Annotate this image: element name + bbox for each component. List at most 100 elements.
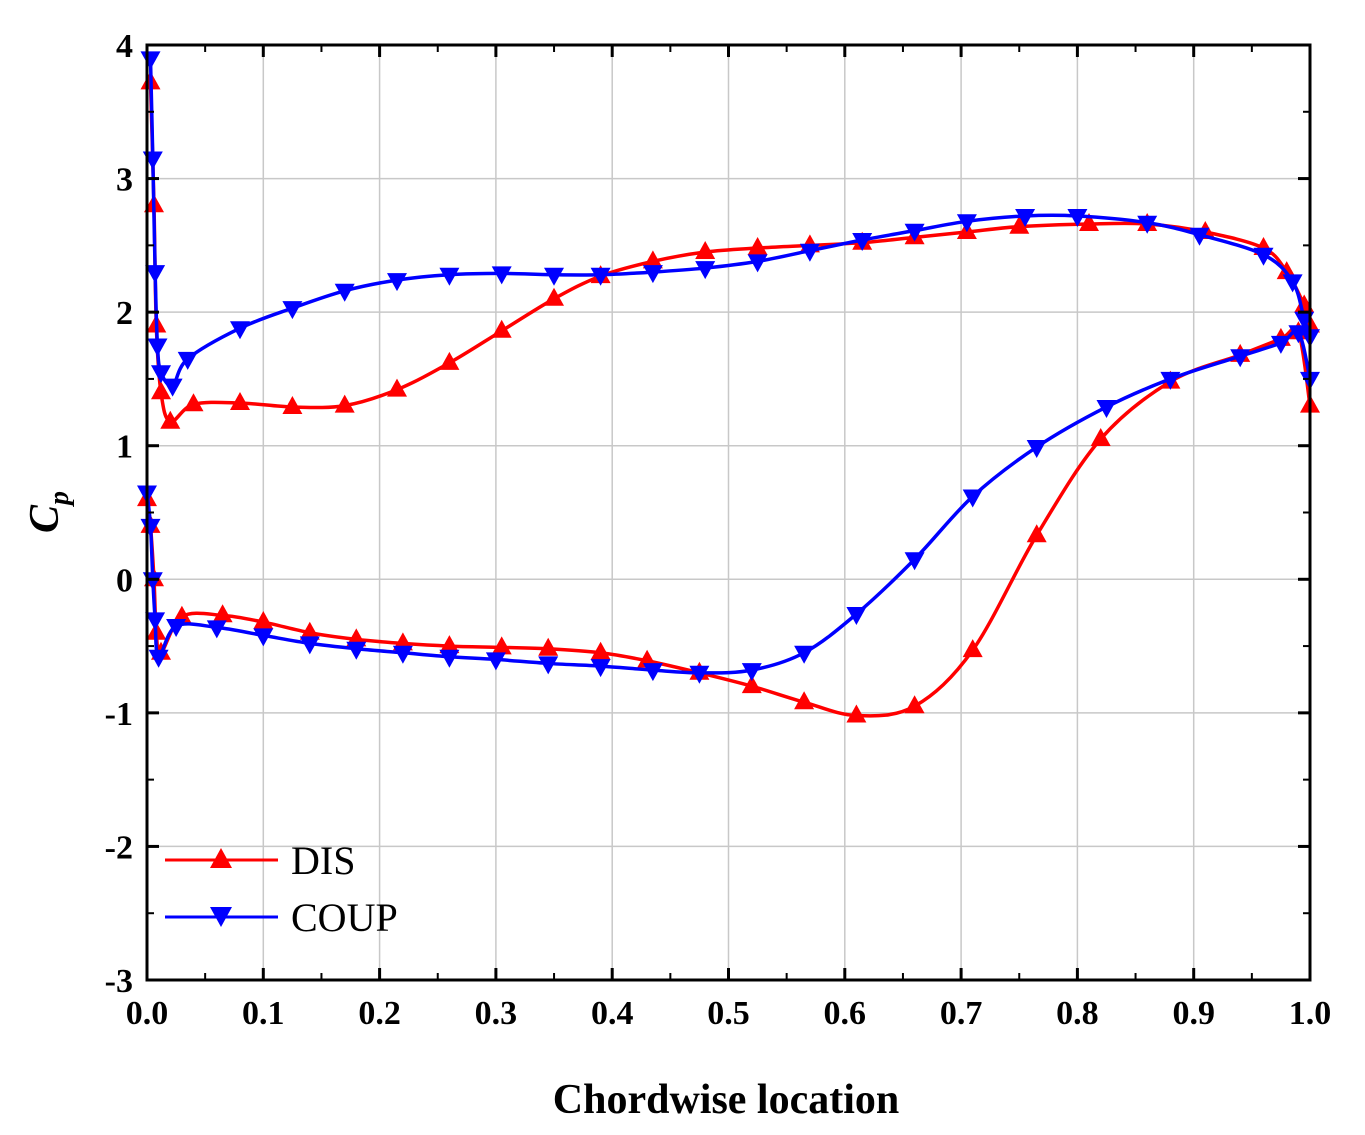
data-point-coup [148,649,169,668]
data-point-dis [1090,428,1111,446]
data-point-coup [206,620,227,639]
x-tick-label: 0.0 [126,995,169,1032]
data-point-coup [1026,440,1047,458]
data-point-dis [590,641,611,660]
data-point-coup [590,267,611,286]
y-axis-title: Cp [22,491,75,533]
y-tick-label: -2 [105,829,133,866]
data-point-dis [491,319,512,338]
x-tick-label: 0.9 [1172,995,1215,1032]
legend-item-coup: COUP [165,895,398,940]
data-point-coup [230,321,250,340]
data-point-dis [538,637,559,656]
data-point-dis [160,410,181,429]
data-point-coup [794,645,815,664]
data-point-coup [140,51,161,70]
data-point-coup [1067,209,1088,227]
data-point-coup [439,267,460,286]
x-tick-label: 0.6 [824,995,867,1032]
data-point-dis [387,378,407,397]
data-point-coup [642,265,663,284]
x-tick-label: 0.2 [358,995,401,1032]
data-point-coup [439,649,460,668]
data-point-dis [151,381,171,400]
data-point-coup [741,663,762,682]
data-point-coup [1015,209,1036,227]
y-axis-title-main: C [22,504,68,533]
legend: DIS COUP [165,838,398,940]
data-point-coup [1288,325,1309,344]
tick-labels: 0.0 0.1 0.2 0.3 0.4 0.5 0.6 0.7 0.8 0.9 1.0 -3 -2 -1 0… [105,28,1332,1032]
data-point-dis [846,704,867,723]
x-tick-label: 1.0 [1289,995,1332,1032]
y-tick-label: -1 [105,696,133,733]
data-point-coup [962,489,983,508]
data-point-coup [642,663,663,682]
x-tick-label: 0.4 [591,995,634,1032]
y-tick-label: -3 [105,963,133,1000]
data-point-coup [485,652,506,671]
data-point-coup [387,273,407,292]
data-point-dis [962,639,983,658]
data-point-dis [1009,215,1030,234]
data-point-dis [212,604,233,623]
data-point-dis [183,393,204,412]
x-axis-title: Chordwise location [553,1077,900,1123]
data-point-dis [334,394,355,413]
data-point-dis [230,392,250,410]
data-point-coup [544,267,564,286]
data-point-coup [253,628,274,647]
data-point-coup [346,641,367,660]
data-point-dis [747,237,768,255]
x-tick-label: 0.8 [1056,995,1099,1032]
y-tick-label: 0 [116,562,133,599]
y-tick-label: 2 [116,295,133,332]
series-line-dis-upper [148,82,1312,424]
data-point-coup [1282,274,1303,293]
data-point-coup [299,636,320,655]
data-point-dis [253,611,274,629]
data-point-dis [695,241,716,259]
x-tick-label: 0.1 [242,995,285,1032]
series-coup [137,51,1320,684]
data-point-coup [392,645,413,664]
legend-item-dis: DIS [165,838,355,883]
data-point-dis [299,621,320,640]
data-point-coup [956,214,977,233]
legend-marker-coup [210,907,232,927]
data-point-coup [747,254,768,273]
y-axis-title-sub: p [44,491,75,507]
x-tick-label: 0.7 [940,995,983,1032]
data-point-coup [799,243,820,262]
data-point-coup [538,656,559,675]
x-tick-label: 0.3 [475,995,518,1032]
axis-ticks [145,43,1312,982]
data-point-coup [1189,227,1210,246]
data-point-coup [695,261,716,280]
data-point-coup [1270,335,1291,354]
data-point-coup [145,265,166,284]
data-point-dis [439,635,460,654]
y-tick-label: 4 [116,28,133,65]
data-curves [137,51,1320,723]
data-point-dis [1026,524,1047,543]
data-point-dis [1079,213,1099,231]
data-point-coup [151,365,171,384]
data-point-coup [177,351,198,370]
data-point-coup [1137,215,1158,234]
data-point-coup [162,378,183,397]
data-point-coup [147,338,168,357]
x-tick-label: 0.5 [707,995,750,1032]
data-point-coup [846,607,867,625]
data-point-dis [904,695,925,714]
data-point-coup [1096,400,1117,418]
legend-marker-dis [210,848,232,868]
data-point-coup [590,659,611,678]
data-point-coup [334,283,355,302]
series-line-coup-upper [148,58,1312,388]
y-tick-label: 1 [116,429,133,466]
data-point-dis [439,351,460,370]
data-point-coup [689,665,710,684]
data-point-coup [145,612,166,631]
